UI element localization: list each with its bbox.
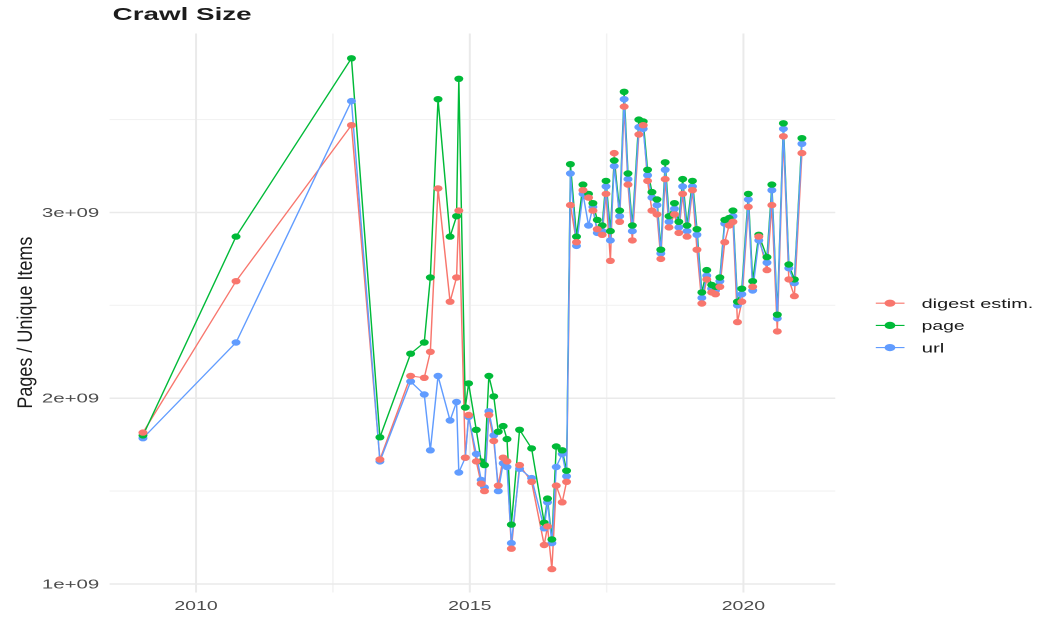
svg-text:2010: 2010 (174, 599, 217, 613)
svg-text:2015: 2015 (448, 599, 491, 613)
svg-text:Crawl Size: Crawl Size (113, 5, 252, 25)
svg-text:Pages / Unique Items: Pages / Unique Items (13, 237, 37, 409)
svg-text:page: page (922, 319, 965, 333)
svg-text:1e+09: 1e+09 (42, 577, 99, 591)
svg-text:url: url (922, 341, 945, 355)
svg-text:3e+09: 3e+09 (42, 206, 99, 220)
svg-text:2e+09: 2e+09 (42, 392, 99, 406)
svg-text:2020: 2020 (722, 599, 765, 613)
svg-text:digest estim.: digest estim. (922, 297, 1034, 311)
